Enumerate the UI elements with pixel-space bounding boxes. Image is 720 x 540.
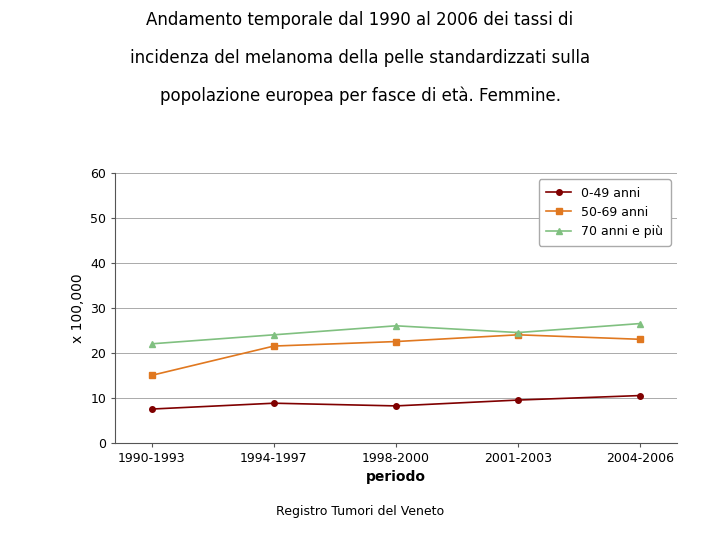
70 anni e più (514, 329, 523, 336)
70 anni e più (392, 322, 400, 329)
70 anni e più (636, 320, 644, 327)
Y-axis label: x 100,000: x 100,000 (71, 273, 85, 342)
50-69 anni (514, 332, 523, 338)
Line: 70 anni e più: 70 anni e più (149, 321, 643, 347)
Line: 50-69 anni: 50-69 anni (149, 332, 643, 378)
X-axis label: periodo: periodo (366, 470, 426, 484)
0-49 anni (636, 392, 644, 399)
0-49 anni (148, 406, 156, 413)
Text: Registro Tumori del Veneto: Registro Tumori del Veneto (276, 505, 444, 518)
Text: incidenza del melanoma della pelle standardizzati sulla: incidenza del melanoma della pelle stand… (130, 49, 590, 66)
Text: Andamento temporale dal 1990 al 2006 dei tassi di: Andamento temporale dal 1990 al 2006 dei… (146, 11, 574, 29)
0-49 anni (392, 403, 400, 409)
50-69 anni (392, 338, 400, 345)
50-69 anni (148, 372, 156, 379)
Line: 0-49 anni: 0-49 anni (149, 393, 643, 412)
Legend: 0-49 anni, 50-69 anni, 70 anni e più: 0-49 anni, 50-69 anni, 70 anni e più (539, 179, 670, 246)
Text: popolazione europea per fasce di età. Femmine.: popolazione europea per fasce di età. Fe… (160, 86, 560, 105)
0-49 anni (269, 400, 278, 407)
70 anni e più (148, 341, 156, 347)
50-69 anni (636, 336, 644, 342)
50-69 anni (269, 343, 278, 349)
70 anni e più (269, 332, 278, 338)
0-49 anni (514, 397, 523, 403)
